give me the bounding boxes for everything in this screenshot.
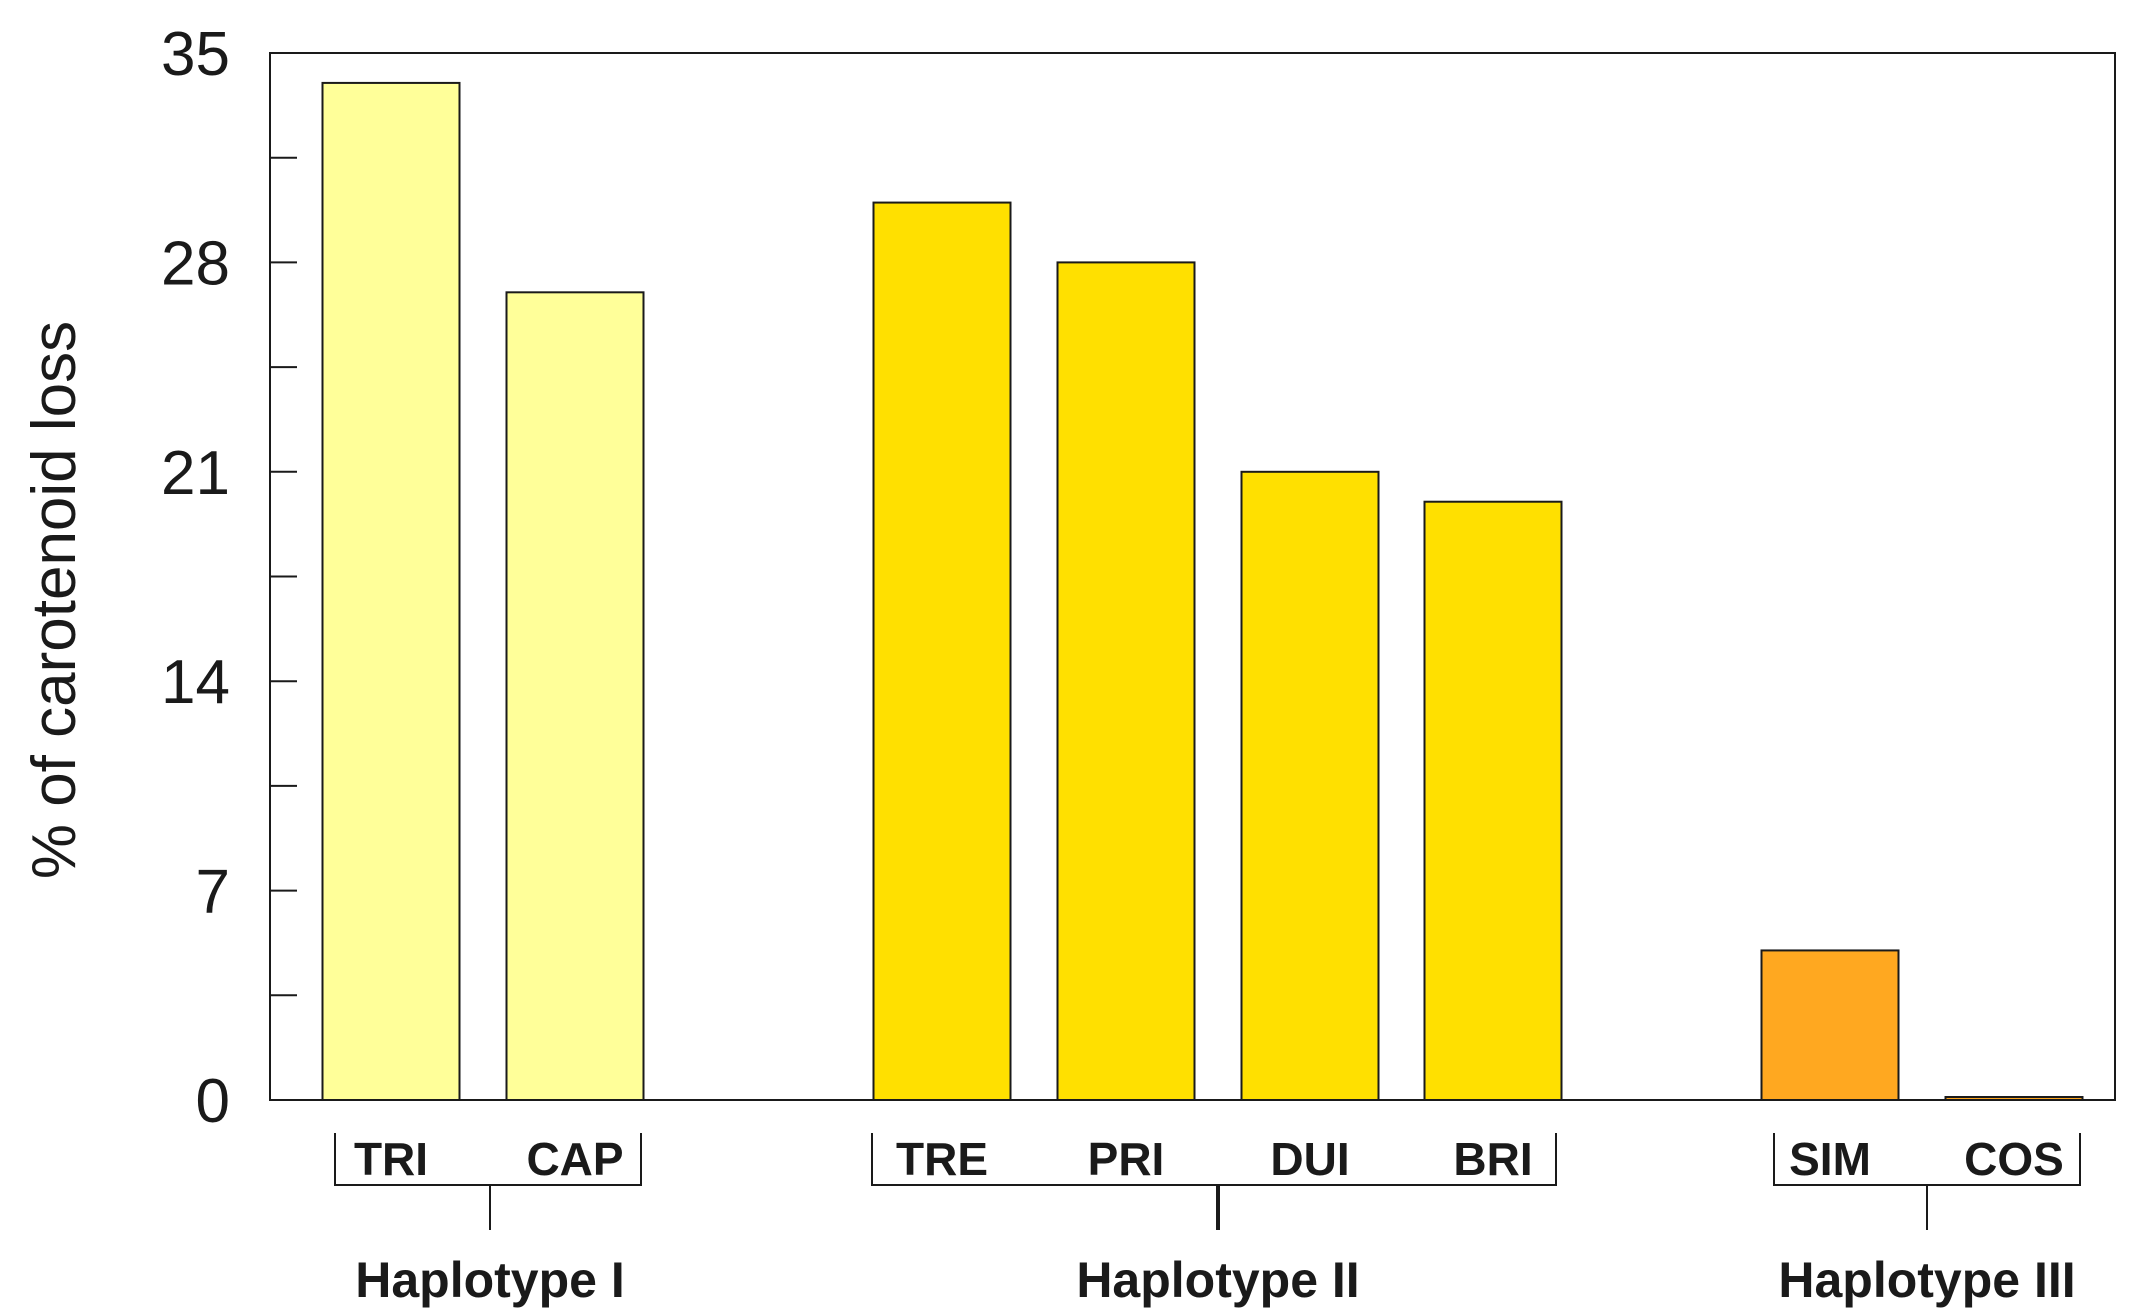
bar-pri	[1056, 261, 1196, 1101]
x-tick-label: DUI	[1270, 1133, 1349, 1185]
group-label: Haplotype I	[355, 1252, 624, 1308]
y-tick-label: 14	[161, 648, 230, 717]
x-axis-labels: TRI CAP TRE PRI DUI BRI SIM COS	[354, 1133, 2064, 1185]
x-tick-label: SIM	[1789, 1133, 1871, 1185]
x-tick-label: PRI	[1088, 1133, 1165, 1185]
y-tick-label: 21	[161, 439, 230, 508]
bar-cos	[1944, 1096, 2084, 1101]
bar-bri	[1423, 500, 1563, 1101]
x-tick-label: TRI	[354, 1133, 428, 1185]
bar-tre	[872, 201, 1012, 1102]
group-label: Haplotype II	[1076, 1252, 1359, 1308]
x-tick-label: BRI	[1453, 1133, 1532, 1185]
y-axis: 0 7 14 21 28 35	[161, 20, 297, 1136]
x-tick-label: TRE	[896, 1133, 988, 1185]
y-tick-label: 35	[161, 20, 230, 89]
y-tick-label: 7	[196, 858, 230, 927]
y-axis-title: % of carotenoid loss	[20, 321, 89, 879]
group-label: Haplotype III	[1778, 1252, 2075, 1308]
bar-dui	[1240, 470, 1380, 1101]
x-tick-label: CAP	[526, 1133, 623, 1185]
x-tick-label: COS	[1964, 1133, 2064, 1185]
group-bracket	[334, 1133, 642, 1186]
bar-sim	[1760, 949, 1900, 1102]
bar-tri	[321, 81, 461, 1101]
bars	[321, 81, 2084, 1102]
y-tick-label: 28	[161, 229, 230, 298]
y-tick-label: 0	[196, 1067, 230, 1136]
group-brackets: Haplotype I Haplotype II Haplotype III	[334, 1133, 2081, 1308]
bar-cap	[505, 291, 645, 1102]
group-bracket	[871, 1133, 1557, 1186]
